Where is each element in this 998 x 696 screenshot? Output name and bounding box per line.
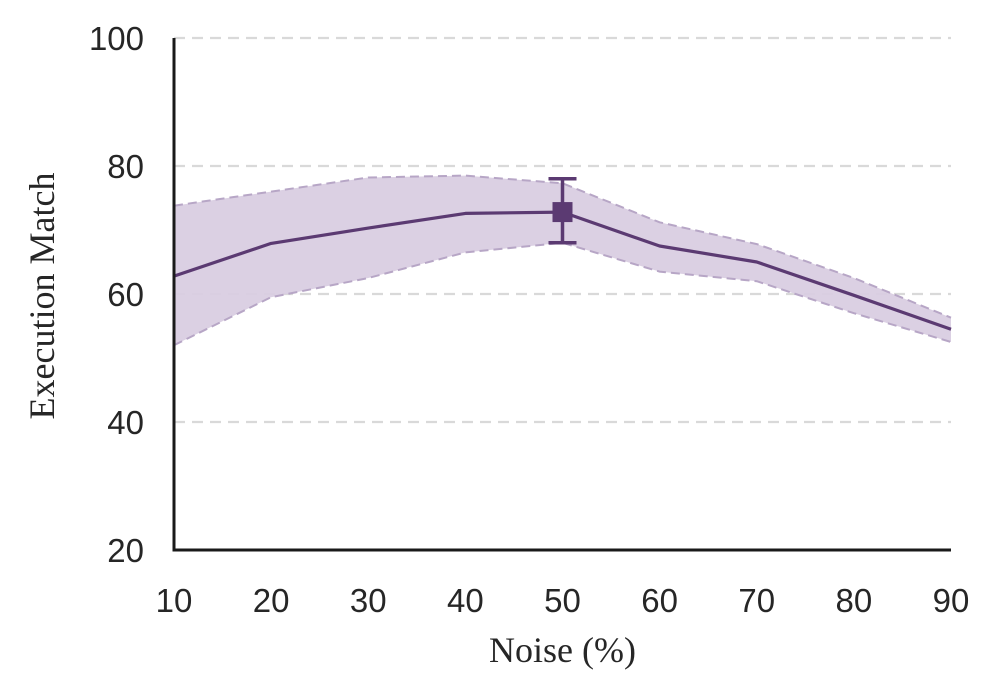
x-tick-label-90: 90 [933,582,970,619]
data-point-40 [464,212,467,215]
data-point-60 [658,245,661,248]
y-tick-label-40: 40 [107,404,144,441]
highlight-point [548,177,577,245]
x-tick-label-40: 40 [447,582,484,619]
y-tick-labels: 20 40 60 80 100 [89,20,144,569]
x-tick-label-20: 20 [253,582,290,619]
data-point-30 [367,227,370,230]
y-tick-label-80: 80 [107,148,144,185]
axes [172,38,951,552]
y-tick-label-20: 20 [107,532,144,569]
data-point-80 [852,294,855,297]
y-axis-title: Execution Match [22,173,62,420]
data-point-90 [950,328,953,331]
confidence-band [174,175,951,346]
data-point-20 [270,242,273,245]
y-tick-label-100: 100 [89,20,144,57]
highlight-square-marker [552,202,573,223]
x-axis-title: Noise (%) [489,630,636,670]
data-point-70 [755,261,758,264]
x-tick-label-10: 10 [156,582,193,619]
x-tick-label-60: 60 [641,582,678,619]
x-tick-labels: 10 20 30 40 50 60 70 80 90 [156,582,970,619]
confidence-band-upper-edge [173,174,952,319]
x-tick-label-80: 80 [836,582,873,619]
confidence-band-lower-edge [173,241,952,347]
x-tick-label-50: 50 [544,582,581,619]
x-tick-label-70: 70 [738,582,775,619]
y-tick-label-60: 60 [107,276,144,313]
x-tick-label-30: 30 [350,582,387,619]
gridlines [174,36,951,424]
